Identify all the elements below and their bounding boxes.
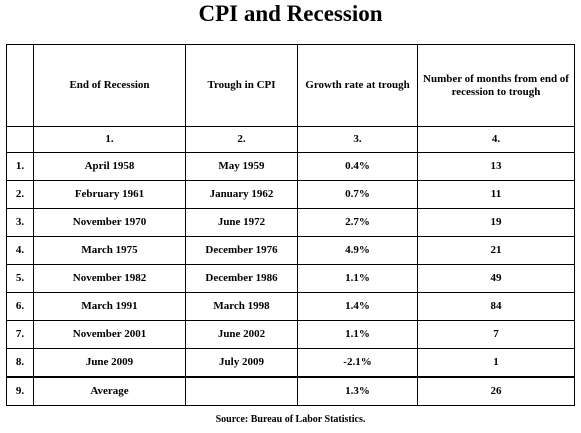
- table-cell: 3.: [6, 208, 34, 237]
- table-cell: 1.4%: [297, 292, 418, 321]
- table-row: 7. November 2001 June 2002 1.1% 7: [6, 320, 575, 349]
- table-cell: April 1958: [33, 152, 186, 181]
- table-cell: [185, 376, 298, 406]
- table-cell: March 1975: [33, 236, 186, 265]
- table-cell: 1.: [6, 152, 34, 181]
- table-cell: November 1982: [33, 264, 186, 293]
- table-cell: -2.1%: [297, 348, 418, 378]
- table-cell: 3.: [297, 126, 418, 153]
- table-row: 8. June 2009 July 2009 -2.1% 1: [6, 348, 575, 378]
- table-cell: June 1972: [185, 208, 298, 237]
- table-cell: 13: [417, 152, 575, 181]
- table-cell: November 2001: [33, 320, 186, 349]
- table-row: End of Recession Trough in CPI Growth rate…: [6, 44, 575, 127]
- table-cell: 8.: [6, 348, 34, 378]
- table-cell: June 2002: [185, 320, 298, 349]
- table-cell: 21: [417, 236, 575, 265]
- table-cell: Average: [33, 376, 186, 406]
- table-row: 4. March 1975 December 1976 4.9% 21: [6, 236, 575, 265]
- table-cell: 0.4%: [297, 152, 418, 181]
- table-cell: 4.: [417, 126, 575, 153]
- table-cell: End of Recession: [33, 44, 186, 127]
- table-cell: March 1998: [185, 292, 298, 321]
- table-cell: 2.: [185, 126, 298, 153]
- table-cell: March 1991: [33, 292, 186, 321]
- table-cell: Number of months from end of recession t…: [417, 44, 575, 127]
- table-cell: 2.7%: [297, 208, 418, 237]
- table-cell: June 2009: [33, 348, 186, 378]
- table-cell: February 1961: [33, 180, 186, 209]
- table-cell: 1.1%: [297, 320, 418, 349]
- table-cell: Growth rate at trough: [297, 44, 418, 127]
- table-cell: May 1959: [185, 152, 298, 181]
- table-cell: November 1970: [33, 208, 186, 237]
- table-cell: July 2009: [185, 348, 298, 378]
- source: Source: Bureau of Labor Statistics.: [215, 414, 366, 425]
- table-cell: 1.: [33, 126, 186, 153]
- table-row: 2. February 1961 January 1962 0.7% 11: [6, 180, 575, 209]
- table-cell: 1: [417, 348, 575, 378]
- table-row: 1. 2. 3. 4.: [6, 126, 575, 153]
- table-row: 9. Average 1.3% 26: [6, 376, 575, 406]
- table-cell: 84: [417, 292, 575, 321]
- table-row: 1. April 1958 May 1959 0.4% 13: [6, 152, 575, 181]
- table-cell: 1.1%: [297, 264, 418, 293]
- table-cell: 5.: [6, 264, 34, 293]
- table-cell: Trough in CPI: [185, 44, 298, 127]
- table-cell: 1.3%: [297, 376, 418, 406]
- table-cell: 19: [417, 208, 575, 237]
- table-cell: 26: [417, 376, 575, 406]
- table-row: 6. March 1991 March 1998 1.4% 84: [6, 292, 575, 321]
- table-cell: [6, 44, 34, 127]
- table-cell: December 1986: [185, 264, 298, 293]
- table-cell: 6.: [6, 292, 34, 321]
- table-cell: 9.: [6, 376, 34, 406]
- table-row: 3. November 1970 June 1972 2.7% 19: [6, 208, 575, 237]
- table-cell: January 1962: [185, 180, 298, 209]
- title: CPI and Recession: [198, 1, 383, 26]
- table-cell: 7: [417, 320, 575, 349]
- table-body: End of Recession Trough in CPI Growth rate…: [6, 44, 575, 406]
- table-cell: 49: [417, 264, 575, 293]
- table-cell: 2.: [6, 180, 34, 209]
- cpi-table: End of Recession Trough in CPI Growth rate…: [6, 44, 575, 406]
- table-cell: 4.9%: [297, 236, 418, 265]
- table-cell: 7.: [6, 320, 34, 349]
- table-cell: 11: [417, 180, 575, 209]
- table-cell: 0.7%: [297, 180, 418, 209]
- table-cell: [6, 126, 34, 153]
- table-cell: 4.: [6, 236, 34, 265]
- table-row: 5. November 1982 December 1986 1.1% 49: [6, 264, 575, 293]
- table-cell: December 1976: [185, 236, 298, 265]
